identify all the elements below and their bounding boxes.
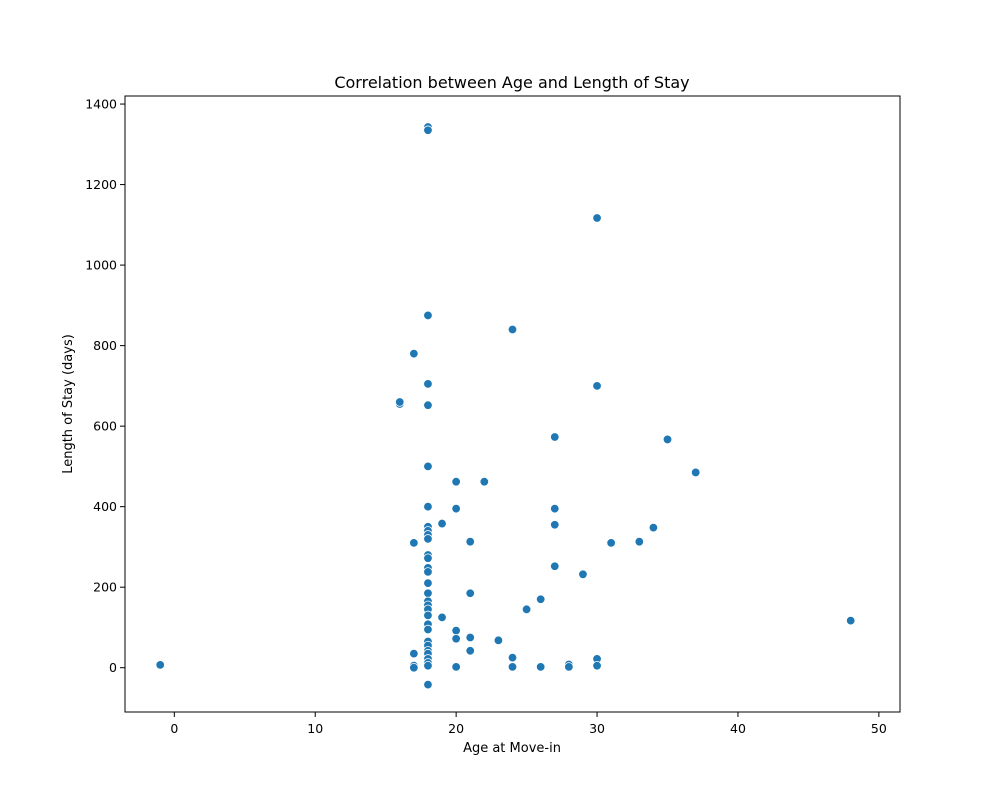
data-point [550,432,560,442]
data-point [409,663,419,673]
y-tick-label: 600 [93,419,117,434]
x-axis-ticks: 0 10 20 30 40 50 [170,712,887,736]
data-point [634,536,645,547]
x-tick-label: 40 [730,721,746,736]
data-point [423,624,433,635]
data-point [423,553,433,563]
data-point [423,501,433,512]
data-point [479,477,490,487]
data-point [550,520,560,530]
data-point [423,400,433,410]
y-tick-label: 800 [93,338,117,353]
data-point [409,648,419,659]
data-point [423,578,433,588]
data-point [465,646,475,656]
y-tick-label: 1000 [85,258,117,273]
y-axis-ticks: 0 200 400 600 800 1000 1200 1400 [85,97,125,675]
data-point [564,662,574,672]
chart-title: Correlation between Age and Length of St… [334,73,689,92]
data-point [423,379,433,389]
data-point [606,538,616,548]
y-tick-label: 1400 [85,97,117,112]
data-point [423,679,433,690]
data-point [409,348,419,359]
x-tick-label: 20 [448,721,464,736]
data-point [535,594,546,604]
plot-area: 0 10 20 30 40 50 0 200 400 600 800 1000 1200 1400 [85,95,901,736]
data-point [493,635,504,646]
data-point [423,125,433,135]
x-tick-label: 10 [307,721,323,736]
data-point [423,567,433,577]
data-point [465,632,475,643]
data-point [423,588,433,598]
data-points [155,122,856,690]
data-point [465,536,475,547]
data-point [395,397,405,407]
data-point [578,569,588,580]
y-tick-label: 1200 [85,177,117,192]
data-point [423,534,433,544]
data-point [690,467,701,478]
data-point [592,213,602,223]
data-point [465,588,475,598]
data-point [437,612,447,623]
data-point [451,625,461,636]
data-point [451,662,461,672]
data-point [662,434,673,445]
y-tick-label: 0 [109,660,117,675]
data-point [521,604,532,615]
data-point [155,660,165,670]
data-point [550,503,560,514]
data-point [592,381,602,391]
data-point [451,477,461,487]
data-point [409,538,419,548]
x-tick-label: 0 [170,721,178,736]
data-point [507,662,518,672]
data-point [550,561,560,571]
data-point [592,660,602,671]
data-point [451,503,461,514]
axes-frame [124,95,901,713]
data-point [648,522,659,533]
y-tick-label: 200 [93,580,117,595]
y-axis-label: Length of Stay (days) [61,334,76,474]
y-tick-label: 400 [93,499,117,514]
data-point [437,518,447,529]
data-point [451,634,461,644]
data-point [507,324,518,335]
data-point [845,615,856,626]
data-point [535,662,546,672]
data-point [507,652,518,663]
x-axis-label: Age at Move-in [463,741,561,756]
data-point [423,660,433,671]
data-point [423,610,433,621]
x-tick-label: 30 [589,721,605,736]
x-tick-label: 50 [871,721,887,736]
data-point [423,461,433,472]
data-point [423,310,433,321]
